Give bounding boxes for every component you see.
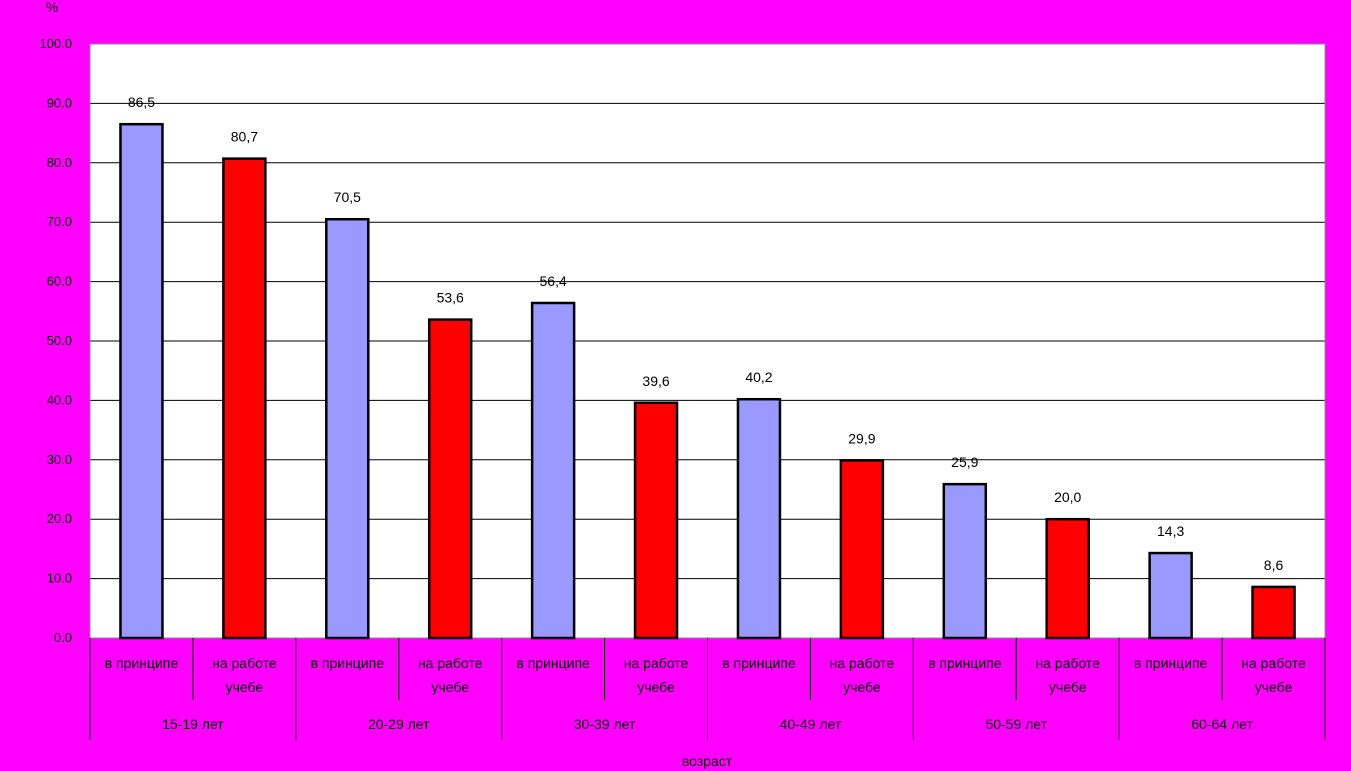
- x-sublabel: на работе: [418, 655, 483, 671]
- x-sublabel: в принципе: [722, 655, 796, 671]
- y-tick-label: 40.0: [47, 392, 72, 407]
- data-label: 53,6: [437, 290, 464, 306]
- x-sublabel: на работе: [830, 655, 895, 671]
- x-sublabel: учебе: [843, 679, 881, 695]
- y-tick-label: 70.0: [47, 214, 72, 229]
- bars: 86,5 80,7 70,5 53,6 56,4 39,6 40,2 29,9 25,9 20,0…: [119, 94, 1296, 640]
- y-axis-label: %: [46, 0, 58, 15]
- x-group-label: 15-19 лет: [162, 716, 224, 732]
- x-group-label: 50-59 лет: [985, 716, 1047, 732]
- data-label: 25,9: [951, 454, 978, 470]
- x-axis: в принципе на работе учебе в принципе на раб…: [89, 638, 1326, 740]
- bar: [1251, 585, 1296, 640]
- y-tick-label: 10.0: [47, 571, 72, 586]
- x-sublabel: учебе: [431, 679, 469, 695]
- bar: [325, 217, 370, 640]
- bar: [839, 459, 885, 640]
- y-tick-label: 50.0: [47, 333, 72, 348]
- data-label: 29,9: [848, 430, 875, 446]
- y-tick-label: 90.0: [47, 95, 72, 110]
- data-label: 8,6: [1264, 557, 1284, 573]
- x-sublabel: на работе: [212, 655, 277, 671]
- x-group-label: 60-64 лет: [1191, 716, 1253, 732]
- x-sublabel: в принципе: [1134, 655, 1208, 671]
- data-label: 39,6: [642, 373, 669, 389]
- x-sublabel: учебе: [637, 679, 675, 695]
- bar: [1148, 551, 1193, 640]
- bar: [427, 318, 473, 640]
- data-label: 86,5: [128, 94, 155, 110]
- data-label: 70,5: [334, 189, 361, 205]
- x-group-label: 30-39 лет: [574, 716, 636, 732]
- data-label: 80,7: [231, 129, 258, 145]
- y-tick-label: 100.0: [39, 36, 72, 51]
- data-label: 14,3: [1157, 523, 1184, 539]
- x-sublabel: в принципе: [928, 655, 1002, 671]
- x-sublabel: учебе: [1049, 679, 1087, 695]
- gridlines: [89, 43, 1326, 639]
- x-group-label: 20-29 лет: [368, 716, 430, 732]
- x-sublabel: в принципе: [516, 655, 590, 671]
- x-sublabel: в принципе: [105, 655, 179, 671]
- x-sublabel: на работе: [1035, 655, 1100, 671]
- y-tick-label: 30.0: [47, 452, 72, 467]
- y-tick-label: 0.0: [54, 630, 72, 645]
- data-label: 20,0: [1054, 489, 1081, 505]
- x-sublabel: учебе: [1255, 679, 1293, 695]
- x-sublabel: на работе: [1241, 655, 1306, 671]
- x-group-label: 40-49 лет: [780, 716, 842, 732]
- y-tick-label: 60.0: [47, 274, 72, 289]
- x-sublabel: на работе: [624, 655, 689, 671]
- data-label: 40,2: [745, 369, 772, 385]
- y-tick-label: 20.0: [47, 511, 72, 526]
- bar: [736, 397, 782, 640]
- y-axis: 0.0 10.0 20.0 30.0 40.0 50.0 60.0 70.0 80.0 90.0 1…: [39, 36, 72, 645]
- x-sublabel: в принципе: [311, 655, 385, 671]
- data-label: 56,4: [540, 273, 567, 289]
- bar: [633, 401, 679, 640]
- bar: [1045, 517, 1090, 640]
- y-tick-label: 80.0: [47, 155, 72, 170]
- x-sublabel: учебе: [226, 679, 264, 695]
- bar: [222, 157, 267, 640]
- x-axis-label: возраст: [682, 753, 733, 769]
- bar: [119, 122, 164, 640]
- bar: [530, 301, 576, 640]
- bar: [942, 482, 988, 640]
